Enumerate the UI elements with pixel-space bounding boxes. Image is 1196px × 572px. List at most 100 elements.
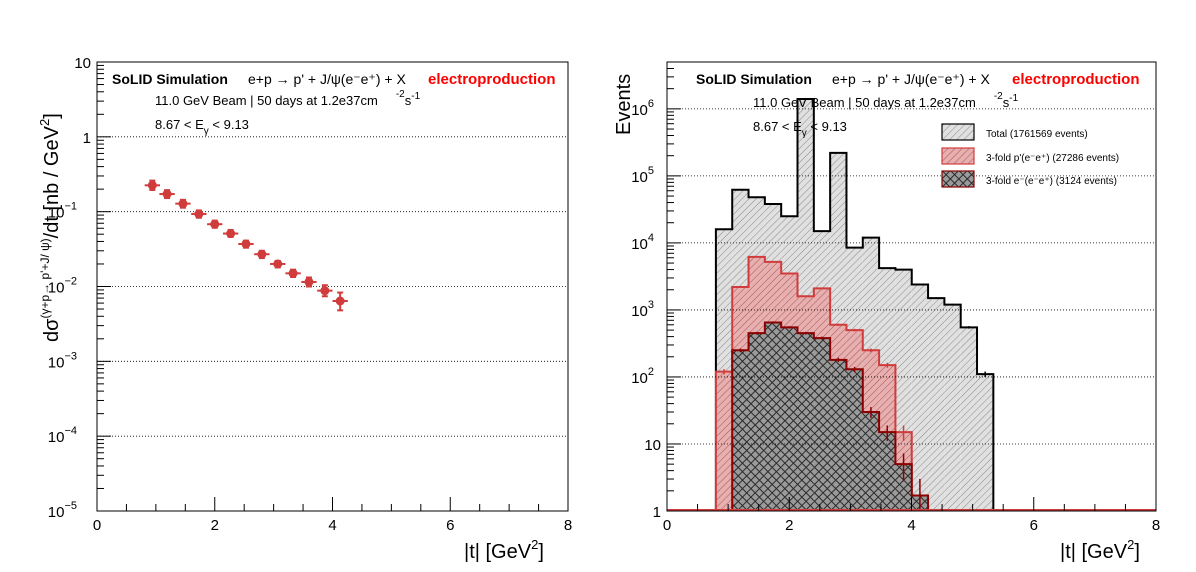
left-xlabel-close: ] bbox=[538, 541, 544, 563]
left-data-point bbox=[238, 239, 254, 249]
hist-3fold-e-bin bbox=[862, 411, 880, 511]
hist-3fold-p-outline bbox=[714, 255, 913, 511]
left-x-tick-label: 2 bbox=[211, 517, 219, 534]
right-lumi-s-exp: -1 bbox=[1009, 93, 1018, 104]
hist-3fold-e-bin bbox=[879, 432, 896, 511]
left-data-point bbox=[317, 284, 333, 298]
left-data-point bbox=[254, 249, 270, 260]
hist-3fold-e-bin bbox=[781, 327, 798, 511]
left-lumi-s-exp: -1 bbox=[411, 91, 420, 102]
hist-total-bin bbox=[977, 374, 994, 511]
left-data-point bbox=[332, 291, 348, 312]
hist-3fold-e-bin bbox=[813, 338, 831, 511]
hist-3fold-e bbox=[731, 321, 930, 511]
right-y-axis-label: Events bbox=[613, 74, 635, 135]
left-egamma-sub: γ bbox=[204, 126, 209, 137]
left-data-point bbox=[175, 198, 191, 209]
hist-total-bin bbox=[911, 284, 929, 511]
left-y-tick-label: 10 bbox=[74, 55, 91, 72]
left-data-point bbox=[144, 179, 160, 191]
right-beam-text: 11.0 GeV Beam | 50 days at 1.2e37cm bbox=[753, 95, 976, 110]
left-x-axis-label: |t| [GeV2] bbox=[464, 537, 544, 563]
hist-total-outline bbox=[714, 98, 995, 511]
left-y-tick-label: 10−5 bbox=[48, 500, 77, 521]
left-beam-text: 11.0 GeV Beam | 50 days at 1.2e37cm bbox=[155, 93, 378, 108]
right-beam-label: 11.0 GeV Beam | 50 days at 1.2e37cm -2s-1 bbox=[753, 91, 1019, 110]
right-x-axis-label: |t| [GeV2] bbox=[1060, 537, 1140, 563]
left-panel: 0 2 4 6 8 10 1 10−1 10−2 10−3 10−4 10−5 SoLID Simul… bbox=[37, 55, 572, 563]
left-y-axis-label: dσ(γ+p→ p'+J/ ψ)/dt [nb / GeV2] bbox=[37, 113, 63, 342]
right-electroproduction-label: electroproduction bbox=[1012, 71, 1140, 88]
left-electroproduction-label: electroproduction bbox=[428, 71, 556, 88]
left-reaction-label: e+p → p' + J/ψ(e⁻e⁺) + X bbox=[248, 71, 406, 87]
left-data-point bbox=[191, 209, 207, 219]
legend-swatch-total bbox=[941, 123, 975, 141]
left-x-tick-label: 8 bbox=[564, 517, 572, 534]
hist-total-bin bbox=[944, 304, 961, 511]
right-y-tick-label: 105 bbox=[631, 165, 654, 186]
left-y-tick-label: 10−1 bbox=[48, 201, 77, 222]
right-y-tick-label: 10 bbox=[644, 437, 661, 454]
right-xlabel-main: |t| [GeV bbox=[1060, 541, 1128, 563]
legend-swatch-3fold-p bbox=[941, 147, 975, 165]
right-egamma-pre: 8.67 < E bbox=[753, 119, 802, 134]
legend: Total (1761569 events) 3-fold p'(e⁻e⁺) (… bbox=[941, 123, 1119, 188]
hist-3fold-e-bin bbox=[895, 464, 912, 511]
left-y-tick-label: 10−2 bbox=[48, 276, 77, 297]
left-ylabel-post: /dt [nb / GeV bbox=[41, 125, 63, 238]
left-x-tick-label: 6 bbox=[446, 517, 454, 534]
left-data-points bbox=[144, 179, 348, 312]
left-xlabel-sup: 2 bbox=[531, 537, 538, 552]
left-egamma-label: 8.67 < Eγ < 9.13 bbox=[155, 117, 249, 137]
right-y-tick-label: 106 bbox=[631, 98, 654, 119]
left-lumi-s: s bbox=[405, 93, 412, 108]
left-data-point bbox=[285, 268, 301, 278]
hist-total-bin bbox=[960, 327, 978, 511]
right-egamma-post: < 9.13 bbox=[807, 119, 847, 134]
left-header: SoLID Simulation e+p → p' + J/ψ(e⁻e⁺) + … bbox=[112, 71, 556, 137]
right-header: SoLID Simulation e+p → p' + J/ψ(e⁻e⁺) + … bbox=[696, 71, 1140, 139]
right-x-tick-label: 4 bbox=[907, 517, 915, 534]
right-x-tick-label: 2 bbox=[785, 517, 793, 534]
right-egamma-sub: γ bbox=[802, 128, 807, 139]
right-x-tick-label: 8 bbox=[1152, 517, 1160, 534]
left-data-point bbox=[270, 259, 286, 269]
left-egamma-post: < 9.13 bbox=[209, 117, 249, 132]
left-ticks: 0 2 4 6 8 10 1 10−1 10−2 10−3 10−4 10−5 bbox=[48, 55, 572, 534]
right-x-tick-label: 6 bbox=[1030, 517, 1038, 534]
left-y-tick-label: 10−3 bbox=[48, 350, 77, 371]
left-egamma-pre: 8.67 < E bbox=[155, 117, 204, 132]
right-y-tick-label: 102 bbox=[631, 366, 654, 387]
hist-3fold-e-outline bbox=[731, 321, 930, 511]
right-y-tick-label: 1 bbox=[653, 504, 661, 521]
hist-3fold-e-bin bbox=[764, 322, 782, 511]
left-ylabel-pre: dσ bbox=[41, 318, 63, 342]
left-ylabel-sup: (γ+p→ p'+J/ ψ) bbox=[38, 238, 52, 318]
right-egamma-label: 8.67 < Eγ < 9.13 bbox=[753, 119, 847, 139]
hist-3fold-p-bin bbox=[715, 371, 733, 511]
right-xlabel-close: ] bbox=[1134, 541, 1140, 563]
left-y-tick-label: 10−4 bbox=[48, 425, 77, 446]
left-x-tick-label: 4 bbox=[328, 517, 336, 534]
legend-label-3fold-e: 3-fold e⁻(e⁻e⁺) (3124 events) bbox=[986, 176, 1117, 187]
left-xlabel-main: |t| [GeV bbox=[464, 541, 532, 563]
left-x-tick-label: 0 bbox=[93, 517, 101, 534]
left-data-point bbox=[222, 228, 239, 239]
right-reaction-label: e+p → p' + J/ψ(e⁻e⁺) + X bbox=[832, 71, 990, 87]
legend-label-3fold-p: 3-fold p'(e⁻e⁺) (27286 events) bbox=[986, 153, 1119, 164]
legend-swatch-3fold-e bbox=[941, 170, 975, 188]
left-data-point bbox=[207, 219, 223, 229]
right-sim-label: SoLID Simulation bbox=[696, 71, 812, 87]
left-ylabel-close: ] bbox=[41, 113, 63, 119]
left-gridlines bbox=[97, 136, 568, 437]
legend-label-total: Total (1761569 events) bbox=[986, 129, 1088, 140]
right-y-tick-label: 103 bbox=[631, 299, 654, 320]
hist-3fold-e-bin bbox=[797, 333, 814, 511]
hist-total-bin bbox=[928, 298, 945, 511]
hist-3fold-e-bin bbox=[830, 359, 847, 511]
right-x-tick-label: 0 bbox=[663, 517, 671, 534]
right-gridlines bbox=[667, 108, 1156, 445]
